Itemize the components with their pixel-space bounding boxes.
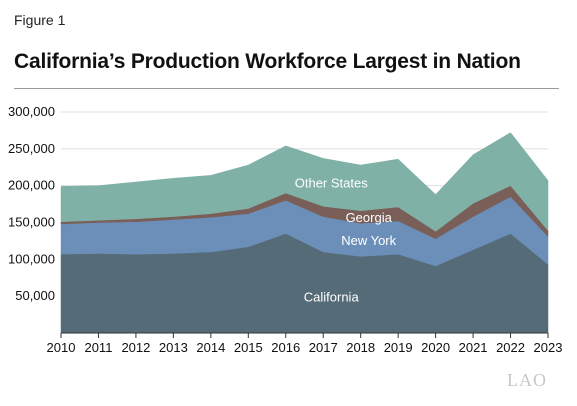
x-tick-label: 2018 <box>346 340 375 355</box>
figure-label: Figure 1 <box>14 12 66 28</box>
chart-title: California’s Production Workforce Larges… <box>14 50 521 73</box>
x-tick-label: 2016 <box>271 340 300 355</box>
x-tick-label: 2019 <box>384 340 413 355</box>
y-tick-label: 100,000 <box>8 251 55 266</box>
x-tick-label: 2011 <box>84 340 112 355</box>
title-divider <box>14 88 559 89</box>
area-other-states <box>60 132 549 232</box>
series-label-california: California <box>304 290 360 305</box>
x-tick-label: 2014 <box>196 340 225 355</box>
x-tick-label: 2012 <box>121 340 150 355</box>
x-tick-label: 2010 <box>47 340 76 355</box>
x-tick-label: 2020 <box>421 340 450 355</box>
x-tick-label: 2013 <box>159 340 188 355</box>
series-label-new-york: New York <box>341 233 396 248</box>
x-tick-label: 2015 <box>234 340 263 355</box>
x-tick-label: 2017 <box>309 340 338 355</box>
x-tick-label: 2022 <box>496 340 525 355</box>
series-label-georgia: Georgia <box>346 210 393 225</box>
series-label-other-states: Other States <box>295 175 368 190</box>
y-tick-label: 200,000 <box>8 178 55 193</box>
x-tick-label: 2023 <box>534 340 563 355</box>
lao-logo: LAO <box>507 370 547 390</box>
x-tick-label: 2021 <box>459 340 488 355</box>
y-tick-label: 250,000 <box>8 141 55 156</box>
y-tick-label: 300,000 <box>8 104 55 119</box>
y-tick-label: 150,000 <box>8 215 55 230</box>
y-tick-label: 50,000 <box>15 288 55 303</box>
